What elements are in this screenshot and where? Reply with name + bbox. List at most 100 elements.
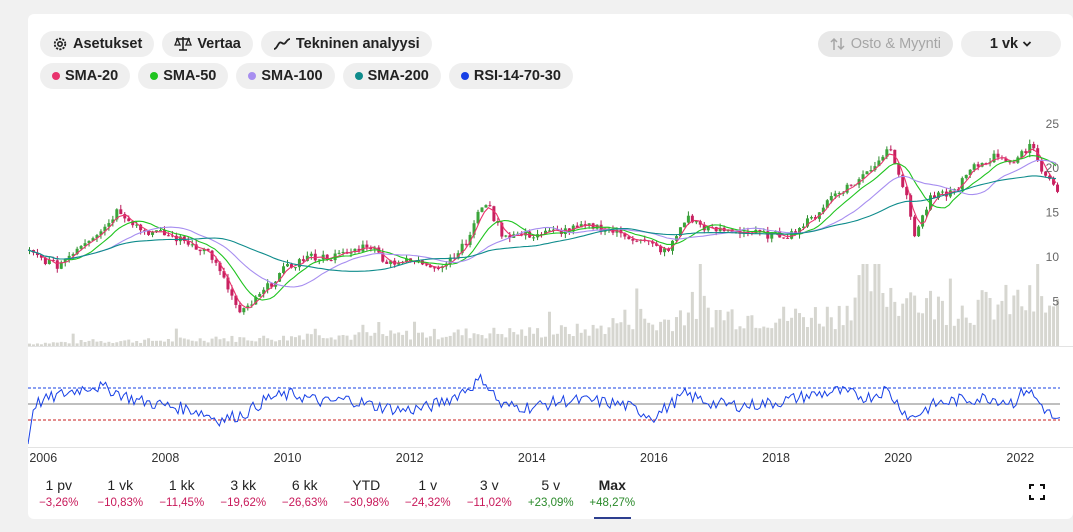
volume-bar xyxy=(813,307,817,346)
candle-body xyxy=(353,248,357,252)
candle-body xyxy=(504,235,508,237)
volume-bar xyxy=(214,336,218,346)
period-1vk[interactable]: 1 vk −10,83% xyxy=(90,476,152,516)
candle-body xyxy=(151,231,155,235)
period-change: +23,09% xyxy=(527,497,574,509)
volume-bar xyxy=(952,325,956,346)
period-3v[interactable]: 3 v −11,02% xyxy=(459,476,521,516)
price-tick-label: 25 xyxy=(1046,117,1060,131)
period-ytd[interactable]: YTD −30,98% xyxy=(336,476,398,516)
indicator-sma-50[interactable]: SMA-50 xyxy=(138,63,229,89)
candle-body xyxy=(158,230,162,232)
candle-body xyxy=(587,223,591,226)
volume-bar xyxy=(956,318,960,346)
volume-bar xyxy=(162,341,166,346)
volume-bar xyxy=(43,342,47,346)
volume-bar xyxy=(143,339,147,346)
candle-body xyxy=(178,236,182,242)
volume-bar xyxy=(357,332,361,346)
period-1kk[interactable]: 1 kk −11,45% xyxy=(151,476,213,516)
trade-button[interactable]: Osto & Myynti xyxy=(817,31,953,57)
period-6kk[interactable]: 6 kk −26,63% xyxy=(274,476,336,516)
volume-bar xyxy=(67,343,71,346)
candle-body xyxy=(341,251,345,253)
indicator-sma-20[interactable]: SMA-20 xyxy=(40,63,131,89)
volume-bar xyxy=(448,335,452,346)
candle-body xyxy=(155,230,159,232)
volume-bar xyxy=(829,317,833,346)
volume-bar xyxy=(504,337,508,346)
volume-bar xyxy=(444,336,448,346)
interval-dropdown[interactable]: 1 vk xyxy=(961,31,1061,57)
volume-bar xyxy=(980,290,984,346)
x-tick-label: 2020 xyxy=(884,451,912,465)
expand-icon[interactable] xyxy=(1029,484,1045,500)
volume-bar xyxy=(524,335,528,346)
settings-button[interactable]: Asetukset xyxy=(40,31,155,57)
indicator-label: RSI-14-70-30 xyxy=(473,68,561,84)
x-tick-label: 2016 xyxy=(640,451,668,465)
volume-bar xyxy=(452,332,456,346)
candle-body xyxy=(182,236,186,241)
volume-bar xyxy=(690,291,694,346)
volume-bar xyxy=(774,322,778,346)
volume-bar xyxy=(742,328,746,346)
period-1pv[interactable]: 1 pv −3,26% xyxy=(28,476,90,516)
candle-body xyxy=(115,209,119,220)
candle-body xyxy=(925,209,929,216)
volume-bar xyxy=(87,340,91,346)
volume-bar xyxy=(845,305,849,346)
period-5v[interactable]: 5 v +23,09% xyxy=(520,476,582,516)
indicator-sma-200[interactable]: SMA-200 xyxy=(342,63,441,89)
volume-bar xyxy=(635,288,639,346)
candle-body xyxy=(63,258,67,263)
volume-bar xyxy=(678,310,682,346)
volume-bar xyxy=(393,333,397,346)
period-label: 3 kk xyxy=(230,477,257,493)
volume-bar xyxy=(853,297,857,346)
period-change: −3,26% xyxy=(39,497,79,509)
candle-body xyxy=(1004,158,1008,162)
candle-body xyxy=(821,207,825,213)
volume-bar xyxy=(416,332,420,346)
volume-bar xyxy=(555,333,559,346)
candle-body xyxy=(758,229,762,233)
volume-bar xyxy=(960,305,964,346)
x-tick-label: 2008 xyxy=(151,451,179,465)
x-tick-label: 2022 xyxy=(1006,451,1034,465)
candle-body xyxy=(59,262,63,269)
volume-bar xyxy=(595,328,599,346)
period-change: −30,98% xyxy=(343,497,390,509)
volume-bar xyxy=(377,322,381,346)
indicator-sma-100[interactable]: SMA-100 xyxy=(236,63,335,89)
period-3kk[interactable]: 3 kk −19,62% xyxy=(213,476,275,516)
volume-bar xyxy=(151,340,155,346)
candle-body xyxy=(825,200,829,208)
chart-toolbar-right: Osto & Myynti 1 vk xyxy=(817,31,1061,57)
candle-body xyxy=(51,259,55,261)
period-max[interactable]: Max +48,27% xyxy=(582,476,644,519)
volume-bar xyxy=(1024,310,1028,346)
price-chart[interactable]: 25 20 15 10 5 2006 2008 2010 2012 2014 2016 2018 202… xyxy=(28,14,1073,469)
volume-bar xyxy=(762,326,766,346)
chart-card: 25 20 15 10 5 2006 2008 2010 2012 2014 2016 2018 202… xyxy=(28,14,1073,519)
volume-bar xyxy=(837,305,841,346)
period-change: +48,27% xyxy=(589,497,636,509)
candle-body xyxy=(861,174,865,180)
compare-button[interactable]: Vertaa xyxy=(162,31,253,57)
interval-label: 1 vk xyxy=(989,36,1019,52)
volume-bar xyxy=(825,306,829,346)
volume-bar xyxy=(428,336,432,346)
technical-analysis-button[interactable]: Tekninen analyysi xyxy=(260,31,432,57)
candle-body xyxy=(107,223,111,227)
x-tick-label: 2014 xyxy=(518,451,546,465)
indicator-rsi[interactable]: RSI-14-70-30 xyxy=(448,63,573,89)
volume-bar xyxy=(456,329,460,346)
candle-body xyxy=(718,227,722,232)
candle-body xyxy=(135,224,139,226)
period-label: Max xyxy=(598,477,626,493)
indicator-label: SMA-50 xyxy=(163,68,217,84)
volume-bar xyxy=(841,325,845,346)
candle-body xyxy=(385,261,389,264)
period-1v[interactable]: 1 v −24,32% xyxy=(397,476,459,516)
